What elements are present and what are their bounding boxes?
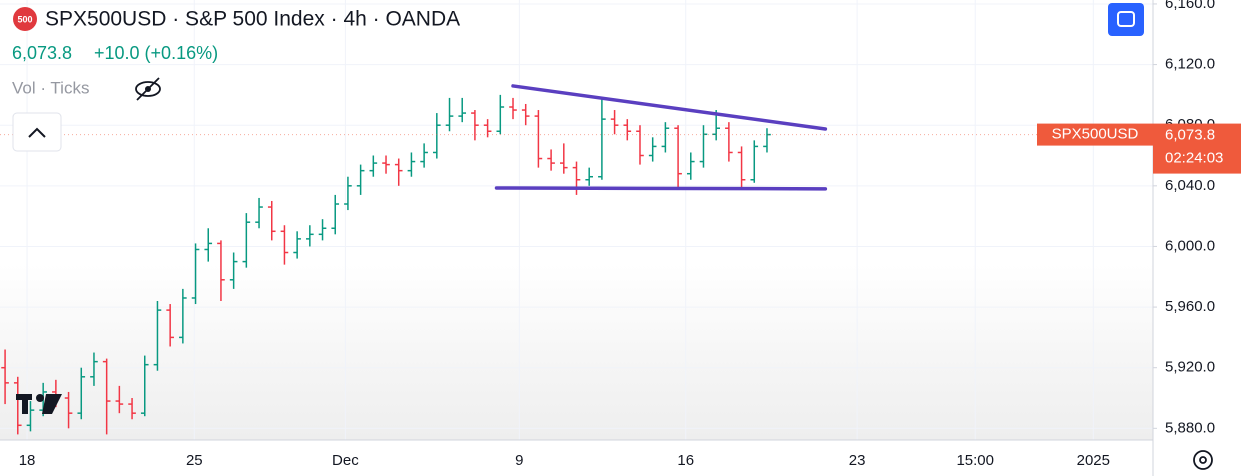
x-tick-label: 15:00 [956, 452, 994, 469]
plot-background [0, 0, 1153, 440]
fullscreen-button[interactable] [1108, 3, 1144, 36]
x-tick-label: 2025 [1077, 452, 1110, 469]
tradingview-logo [16, 394, 62, 414]
y-tick-label: 6,120.0 [1165, 56, 1215, 73]
y-tick-label: 6,160.0 [1165, 0, 1215, 12]
visibility-toggle[interactable] [135, 77, 161, 101]
header-price: 6,073.8 [12, 43, 72, 63]
y-tick-label: 5,880.0 [1165, 419, 1215, 436]
countdown-label: 02:24:03 [1165, 150, 1223, 167]
trend-line [511, 84, 828, 131]
trend-line [494, 186, 828, 191]
collapse-button[interactable] [12, 112, 62, 152]
chart-title: SPX500USD · S&P 500 Index · 4h · OANDA [45, 8, 460, 31]
symbol-icon-text: 500 [17, 14, 32, 24]
x-tick-label: Dec [332, 452, 359, 469]
symbol-tag-label: SPX500USD [1052, 126, 1139, 143]
x-tick-label: 25 [186, 452, 203, 469]
symbol-icon [13, 7, 37, 31]
y-tick-label: 6,040.0 [1165, 177, 1215, 194]
settings-button[interactable] [1193, 450, 1213, 470]
x-tick-label: 9 [515, 452, 523, 469]
price-tag [1153, 123, 1241, 174]
symbol-tag [1037, 123, 1153, 146]
x-tick-label: 16 [677, 452, 694, 469]
x-tick-label: 18 [19, 452, 36, 469]
y-tick-label: 6,000.0 [1165, 237, 1215, 254]
price-tag-label: 6,073.8 [1165, 127, 1215, 144]
y-tick-label: 5,920.0 [1165, 359, 1215, 376]
volume-label: Vol · Ticks [12, 78, 89, 97]
header-change: +10.0 (+0.16%) [94, 43, 218, 63]
y-tick-label: 5,960.0 [1165, 298, 1215, 315]
x-tick-label: 23 [849, 452, 866, 469]
